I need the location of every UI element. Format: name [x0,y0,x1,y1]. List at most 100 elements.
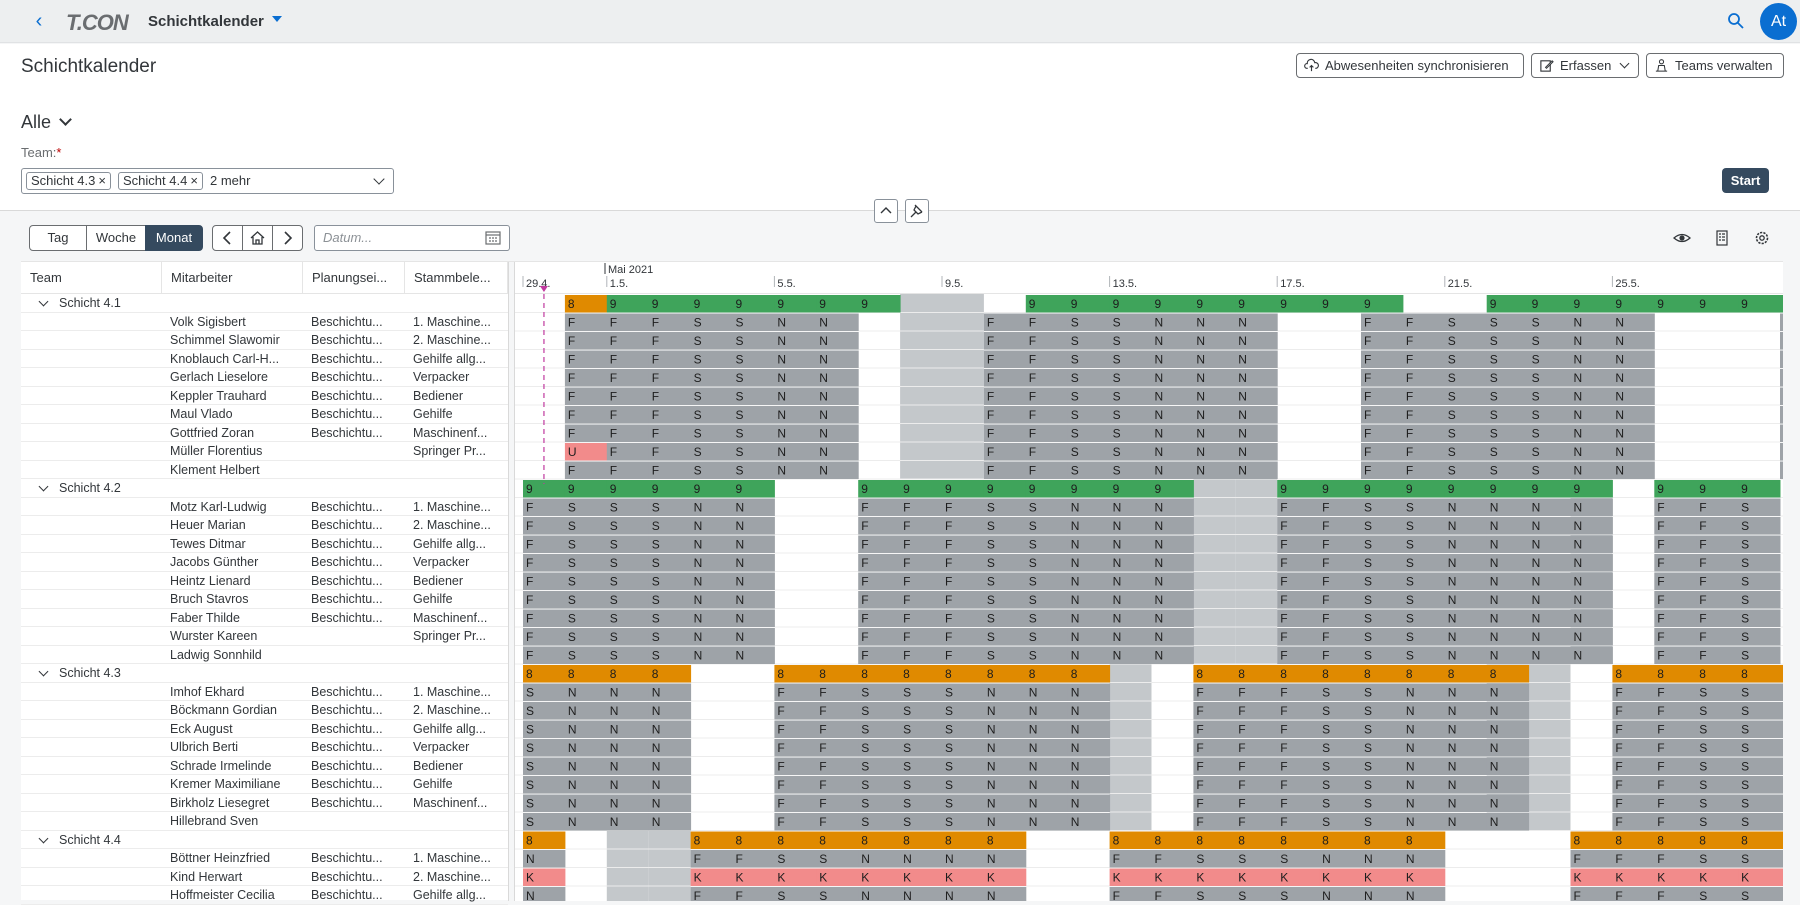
shift-cell[interactable] [858,887,901,901]
shift-cell[interactable] [942,720,985,739]
shift-cell[interactable] [1067,757,1111,776]
shift-cell[interactable] [1612,313,1655,332]
shift-cell[interactable] [523,609,566,628]
shift-cell[interactable] [1528,424,1571,443]
view-month-button[interactable]: Monat [145,225,203,251]
team-shift-bar[interactable] [1361,831,1404,850]
shift-cell[interactable] [1151,332,1194,350]
shift-cell[interactable] [1109,313,1152,332]
shift-cell[interactable] [1738,609,1781,628]
shift-cell[interactable] [1067,332,1111,350]
shift-cell[interactable] [816,850,859,868]
shift-cell[interactable] [774,813,817,831]
shift-cell[interactable] [690,868,733,887]
shift-cell[interactable] [648,369,692,387]
shift-cell[interactable] [858,498,901,517]
shift-cell[interactable] [690,369,733,387]
shift-cell[interactable] [564,646,608,665]
shift-cell[interactable] [1235,702,1278,720]
shift-cell[interactable] [564,350,608,369]
shift-cell[interactable] [523,535,566,554]
shift-cell[interactable] [690,517,733,535]
shift-cell[interactable] [1361,406,1404,424]
shift-cell[interactable] [1235,757,1278,776]
shift-cell[interactable] [900,813,943,831]
shift-cell[interactable] [1319,739,1362,757]
team-shift-bar[interactable] [1402,480,1446,498]
shift-cell[interactable] [858,609,901,628]
shift-cell[interactable] [1402,591,1446,609]
shift-cell[interactable] [606,424,650,443]
team-shift-bar[interactable] [1738,831,1781,850]
shift-cell[interactable] [1528,572,1571,591]
shift-cell[interactable] [983,776,1027,794]
shift-cell[interactable] [1738,517,1781,535]
shift-cell[interactable] [1486,369,1530,387]
shift-cell[interactable] [774,461,817,480]
team-shift-bar[interactable] [1361,295,1404,313]
shift-cell[interactable] [606,813,650,831]
team-shift-bar[interactable] [690,831,733,850]
user-avatar[interactable]: At [1760,3,1797,40]
shift-cell[interactable] [1486,554,1530,572]
shift-cell[interactable] [1277,591,1320,609]
shift-cell[interactable] [1319,887,1362,901]
team-shift-bar[interactable] [1612,831,1655,850]
shift-cell[interactable] [983,646,1027,665]
shift-cell[interactable] [1109,646,1152,665]
shift-cell[interactable] [1444,424,1488,443]
shift-cell[interactable] [1109,369,1152,387]
shift-cell[interactable] [983,794,1027,813]
shift-cell[interactable] [1570,424,1613,443]
shift-cell[interactable] [1067,628,1111,646]
shift-cell[interactable] [774,406,817,424]
shift-cell[interactable] [732,387,775,406]
shift-cell[interactable] [1612,702,1655,720]
shift-cell[interactable] [690,535,733,554]
show-icon[interactable] [1673,229,1691,247]
shift-cell[interactable] [1444,406,1488,424]
shift-cell[interactable] [1696,554,1739,572]
shift-cell[interactable] [1402,572,1446,591]
shift-cell[interactable] [1151,628,1194,646]
shift-cell[interactable] [1570,535,1613,554]
shift-cell[interactable] [1612,387,1655,406]
shift-cell[interactable] [1109,591,1152,609]
shift-cell[interactable] [1486,498,1530,517]
shift-cell[interactable] [523,757,566,776]
shift-cell[interactable] [1361,776,1404,794]
team-shift-bar[interactable] [942,665,985,683]
shift-cell[interactable] [1780,776,1783,794]
shift-cell[interactable] [1277,609,1320,628]
shift-cell[interactable] [983,609,1027,628]
shift-cell[interactable] [942,850,985,868]
shift-cell[interactable] [983,350,1027,369]
shift-cell[interactable] [774,683,817,702]
shift-cell[interactable] [1025,387,1069,406]
team-shift-bar[interactable] [1402,831,1446,850]
shift-cell[interactable] [1570,313,1613,332]
shift-cell[interactable] [732,406,775,424]
shift-cell[interactable] [1570,572,1613,591]
employee-row[interactable]: Maul Vlado Beschichtu... Gehilfe [21,405,508,424]
shift-cell[interactable] [1361,683,1404,702]
shift-cell[interactable] [1402,628,1446,646]
shift-cell[interactable] [1486,517,1530,535]
team-shift-bar[interactable] [1109,480,1152,498]
team-shift-bar[interactable] [1025,295,1069,313]
search-icon[interactable] [1726,11,1746,31]
shift-cell[interactable] [1654,794,1697,813]
shift-cell[interactable] [1612,461,1655,480]
shift-cell[interactable] [774,443,817,461]
shift-cell[interactable] [900,720,943,739]
shift-cell[interactable] [983,332,1027,350]
shift-cell[interactable] [816,702,859,720]
shift-cell[interactable] [564,683,608,702]
team-shift-bar[interactable] [1696,665,1739,683]
shift-cell[interactable] [1193,350,1236,369]
employee-row[interactable]: Böckmann Gordian Beschichtu... 2. Maschine… [21,701,508,720]
next-button[interactable] [272,225,303,251]
shift-cell[interactable] [606,628,650,646]
group-row[interactable]: Schicht 4.2 [21,479,508,498]
shift-cell[interactable] [564,313,608,332]
